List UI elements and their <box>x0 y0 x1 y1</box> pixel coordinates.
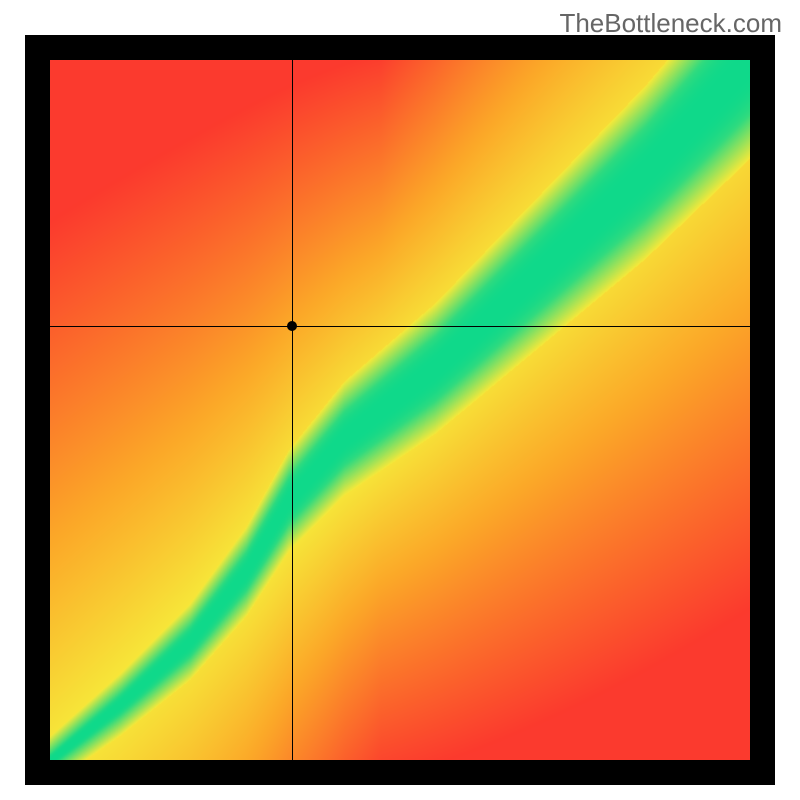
crosshair-horizontal <box>50 326 750 327</box>
heatmap-canvas <box>25 35 775 785</box>
watermark-text: TheBottleneck.com <box>559 8 782 39</box>
crosshair-vertical <box>292 60 293 760</box>
crosshair-point <box>287 321 297 331</box>
chart-container: TheBottleneck.com <box>0 0 800 800</box>
plot-area <box>25 35 775 785</box>
